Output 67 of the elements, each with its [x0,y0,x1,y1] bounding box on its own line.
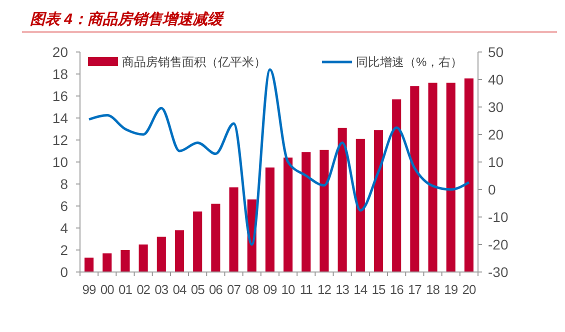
bar [174,230,184,272]
bar [338,128,347,272]
x-tick-label: 06 [208,282,223,297]
bar [320,150,329,272]
bar [265,168,274,272]
bar [84,258,94,272]
bar [356,138,365,272]
x-tick-label: 05 [190,282,205,297]
x-tick-label: 18 [426,282,440,297]
x-tick-label: 16 [390,282,404,297]
y-tick-label: 4 [60,220,68,236]
x-tick-label: 13 [336,282,350,297]
x-tick-label: 03 [154,282,168,297]
x-tick-label: 11 [300,282,313,297]
x-tick-label: 12 [317,282,332,297]
y-tick-label: 6 [60,198,68,214]
x-tick-label: 20 [462,282,476,297]
y-tick-label: 2 [60,242,68,258]
y2-tick-label: 50 [488,44,504,60]
y2-tick-label: 30 [488,98,504,115]
line-series [88,68,470,246]
y-tick-label: 16 [52,88,68,104]
y-tick-label: 10 [52,154,68,170]
y-tick-label: 0 [60,264,68,280]
x-tick-label: 08 [245,282,259,297]
bar [193,212,202,272]
y2-tick-label: 0 [488,181,496,198]
y-tick-label: 14 [52,110,68,126]
bar [102,253,112,272]
x-tick-label: 09 [263,282,277,297]
x-tick-label: 17 [408,282,422,297]
bar [229,187,238,272]
x-tick-label: 15 [372,282,386,297]
y-tick-label: 12 [52,132,68,148]
bar [138,244,148,272]
bar [374,130,384,272]
bar [156,236,166,272]
y2-tick-label: -10 [488,208,508,225]
y2-tick-label: 10 [488,154,504,170]
bar [284,158,293,272]
x-tick-label: 19 [444,282,458,297]
y-tick-label: 20 [52,44,68,60]
x-tick-label: 14 [354,282,368,297]
bar [410,86,420,272]
bar [392,99,402,272]
bar [464,78,474,272]
x-tick-label: 04 [172,282,186,297]
y2-tick-label: 20 [488,126,504,142]
x-tick-label: 00 [100,282,114,297]
x-tick-label: 10 [281,282,296,297]
bar [120,250,130,272]
y2-tick-label: 40 [488,71,504,88]
y-tick-label: 18 [52,66,68,82]
x-tick-label: 02 [136,282,150,297]
legend-label: 商品房销售面积（亿平米） [122,55,266,70]
x-tick-label: 99 [82,282,96,297]
x-tick-label: 07 [227,282,241,297]
bar [446,82,456,272]
x-tick-label: 01 [118,282,132,297]
bar [211,204,220,272]
y2-tick-label: -20 [488,236,508,252]
bar [302,152,311,272]
y-tick-label: 8 [60,176,68,192]
legend-label: 同比增速（%，右） [356,55,463,70]
chart-title: 图表 4：商品房销售增速减缓 [30,10,225,28]
bar [428,82,438,272]
y2-tick-label: -30 [488,264,508,280]
